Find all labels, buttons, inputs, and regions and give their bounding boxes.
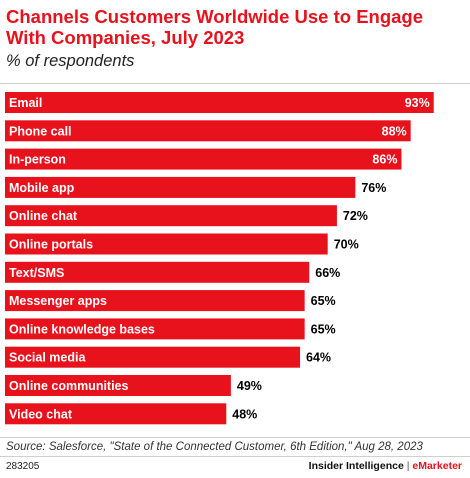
category-label: Social media: [9, 351, 86, 365]
bar-phone-call: [5, 120, 411, 142]
value-label: 70%: [334, 238, 359, 252]
category-label: Phone call: [9, 124, 72, 138]
value-label: 72%: [343, 209, 368, 223]
source-divider: [0, 437, 470, 438]
chart-id: 283205: [6, 461, 40, 472]
value-label: 65%: [311, 322, 336, 336]
source-note: Source: Salesforce, "State of the Connec…: [6, 441, 423, 453]
category-label: Text/SMS: [9, 266, 64, 280]
value-label: 66%: [315, 266, 340, 280]
bar-online-portals: [5, 233, 328, 255]
brand-credit: Insider Intelligence | eMarketer: [309, 460, 462, 472]
bar-social-media: [5, 346, 301, 368]
bar-online-chat: [5, 205, 337, 227]
brand-insider-intelligence: Insider Intelligence: [308, 460, 404, 472]
category-label: Online chat: [9, 209, 78, 223]
bar-messenger-apps: [5, 290, 305, 312]
brand-separator: |: [406, 460, 410, 472]
value-label: 93%: [405, 96, 430, 110]
category-label: Online communities: [9, 379, 129, 393]
value-label: 65%: [311, 294, 336, 308]
bar-email: [5, 92, 434, 113]
chart-title: Channels Customers Worldwide Use to Enga…: [6, 6, 424, 48]
bar-text-sms: [5, 261, 310, 283]
value-label: 88%: [382, 124, 407, 138]
footer-divider: [0, 456, 470, 457]
bar-mobile-app: [5, 176, 356, 198]
bar-chart: Email 93% Phone call 88% In-person 86% Mobile …: [5, 92, 434, 425]
value-label: 76%: [361, 181, 386, 195]
category-label: Online portals: [9, 238, 93, 252]
bar-video-chat: [5, 403, 227, 425]
category-label: Messenger apps: [9, 294, 107, 308]
value-label: 86%: [372, 153, 397, 167]
value-label: 49%: [237, 379, 262, 393]
category-label: Email: [9, 96, 42, 110]
bar-online-knowledge-bases: [5, 318, 305, 340]
bar-online-communities: [5, 375, 231, 396]
bar-in-person: [5, 148, 402, 170]
value-label: 48%: [232, 407, 257, 421]
category-label: In-person: [9, 153, 66, 167]
category-label: Mobile app: [9, 181, 75, 195]
value-label: 64%: [306, 351, 331, 365]
category-label: Video chat: [9, 407, 73, 421]
category-label: Online knowledge bases: [9, 322, 155, 336]
chart-subtitle: % of respondents: [6, 52, 135, 70]
brand-emarketer: eMarketer: [412, 460, 462, 472]
top-divider: [0, 83, 470, 84]
